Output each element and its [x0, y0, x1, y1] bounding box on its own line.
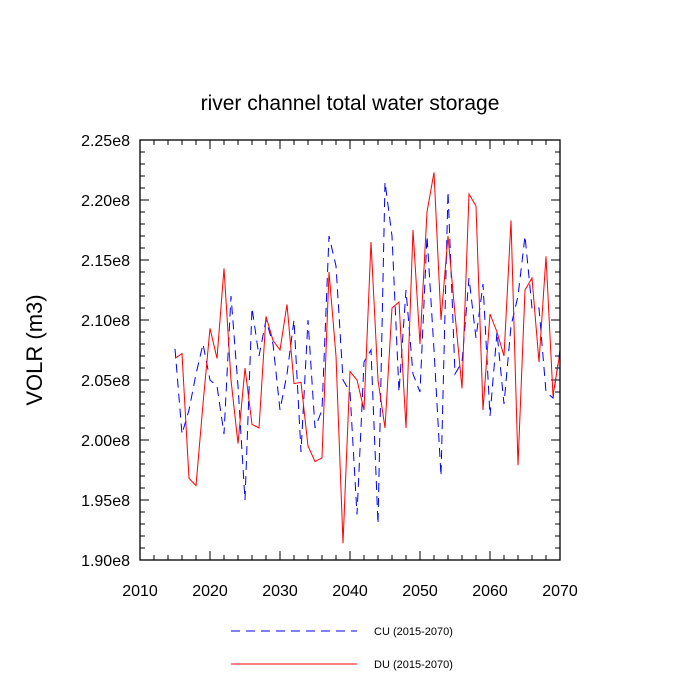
series-line-du	[174, 172, 561, 544]
y-tick-label: 2.25e8	[81, 133, 130, 150]
y-tick-label: 1.95e8	[81, 493, 130, 510]
axis-ticks	[139, 139, 561, 561]
y-tick-label: 2.00e8	[81, 433, 130, 450]
legend-label-cu: CU (2015-2070)	[374, 626, 453, 638]
y-tick-label: 1.90e8	[81, 553, 130, 570]
chart-title: river channel total water storage	[201, 92, 500, 115]
x-tick-label: 2040	[332, 583, 368, 600]
series-lines	[174, 172, 561, 544]
x-tick-label: 2060	[472, 583, 508, 600]
y-axis-label: VOLR (m3)	[22, 294, 47, 405]
y-tick-label: 2.15e8	[81, 253, 130, 270]
y-tick-label: 2.20e8	[81, 193, 130, 210]
y-tick-label: 2.05e8	[81, 373, 130, 390]
x-tick-label: 2050	[402, 583, 438, 600]
y-tick-label: 2.10e8	[81, 313, 130, 330]
legend: CU (2015-2070) DU (2015-2070)	[231, 626, 453, 671]
x-tick-label: 2070	[542, 583, 578, 600]
x-tick-label: 2020	[192, 583, 228, 600]
series-line-cu	[174, 181, 561, 525]
tick-labels: 2010 2020 2030 2040 2050 2060 2070 1.90e8 1.95e8…	[81, 133, 578, 600]
x-tick-label: 2010	[122, 583, 158, 600]
legend-label-du: DU (2015-2070)	[374, 659, 453, 671]
plot-frame	[139, 139, 561, 561]
x-tick-label: 2030	[262, 583, 298, 600]
